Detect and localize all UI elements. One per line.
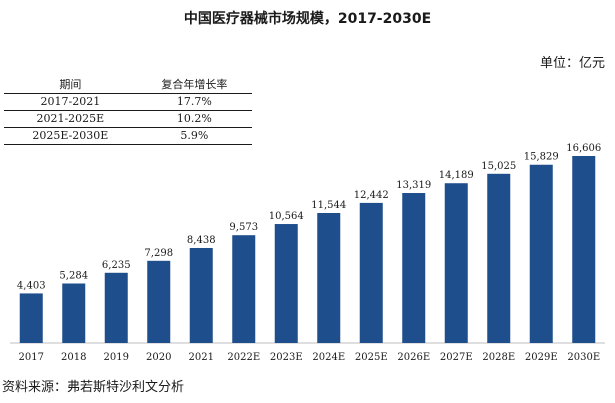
data-label-2026E: 13,319 — [396, 180, 431, 191]
cagr-rate: 10.2% — [136, 110, 252, 128]
data-label-2029E: 15,829 — [524, 152, 559, 163]
bar-2019 — [104, 272, 128, 343]
x-tick-label-2019: 2019 — [104, 352, 129, 363]
data-label-2028E: 15,025 — [481, 161, 516, 172]
bar-2023E — [274, 224, 298, 343]
cagr-period: 2017-2021 — [4, 93, 137, 111]
cagr-table-row: 2021-2025E 10.2% — [4, 110, 252, 128]
bar-2022E — [232, 235, 256, 343]
source-note: 资料来源：弗若斯特沙利文分析 — [2, 380, 185, 395]
unit-label: 单位：亿元 — [539, 56, 605, 71]
cagr-header-rate: 复合年增长率 — [136, 77, 252, 94]
data-label-2027E: 14,189 — [439, 170, 474, 181]
x-tick-label-2022E: 2022E — [227, 352, 260, 363]
x-tick-label-2030E: 2030E — [567, 352, 600, 363]
data-label-2017: 4,403 — [17, 280, 46, 291]
cagr-rate: 5.9% — [136, 127, 252, 145]
cagr-period: 2025E-2030E — [4, 127, 137, 145]
bar-2021 — [189, 247, 213, 343]
bar-2030E — [572, 156, 596, 343]
data-label-2024E: 11,544 — [311, 200, 346, 211]
bar-2018 — [62, 283, 86, 343]
data-label-2022E: 9,573 — [229, 222, 258, 233]
data-label-2025E: 12,442 — [354, 190, 389, 201]
chart-title: 中国医疗器械市场规模，2017-2030E — [183, 11, 432, 27]
data-label-2018: 5,284 — [59, 270, 88, 281]
data-label-2020: 7,298 — [144, 248, 173, 259]
x-tick-label-2020: 2020 — [146, 352, 171, 363]
x-tick-label-2025E: 2025E — [355, 352, 388, 363]
cagr-header-period: 期间 — [4, 77, 137, 94]
cagr-table-row: 2025E-2030E 5.9% — [4, 127, 252, 145]
x-tick-label-2023E: 2023E — [270, 352, 303, 363]
cagr-rate: 17.7% — [136, 93, 252, 111]
bar-2029E — [529, 164, 553, 343]
x-tick-label-2028E: 2028E — [482, 352, 515, 363]
bar-2028E — [487, 173, 511, 343]
x-tick-label-2024E: 2024E — [312, 352, 345, 363]
bar-2017 — [19, 293, 43, 343]
x-tick-label-2026E: 2026E — [397, 352, 430, 363]
bar-2020 — [147, 260, 171, 343]
data-label-2030E: 16,606 — [566, 143, 601, 154]
bar-2027E — [444, 183, 468, 343]
bar-2025E — [359, 202, 383, 343]
cagr-table-row: 2017-2021 17.7% — [4, 93, 252, 111]
bar-2026E — [402, 193, 426, 343]
data-label-2021: 8,438 — [187, 235, 216, 246]
cagr-period: 2021-2025E — [4, 110, 137, 128]
x-tick-label-2018: 2018 — [61, 352, 86, 363]
data-label-2019: 6,235 — [102, 260, 131, 271]
bar-2024E — [317, 213, 341, 343]
x-tick-label-2027E: 2027E — [440, 352, 473, 363]
x-tick-label-2029E: 2029E — [525, 352, 558, 363]
data-label-2023E: 10,564 — [269, 211, 304, 222]
x-tick-label-2021: 2021 — [189, 352, 214, 363]
cagr-table: 期间 复合年增长率 2017-2021 17.7% 2021-2025E 10.… — [4, 77, 252, 145]
cagr-table-header-row: 期间 复合年增长率 — [4, 77, 252, 94]
x-tick-label-2017: 2017 — [19, 352, 44, 363]
